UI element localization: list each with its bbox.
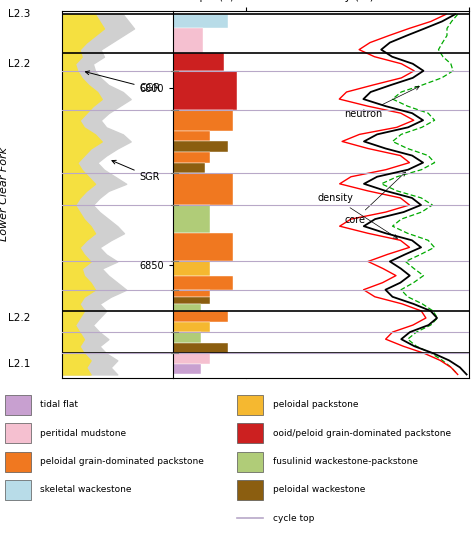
Text: peritidal mudstone: peritidal mudstone — [40, 429, 127, 437]
Bar — [173, 233, 233, 261]
Bar — [173, 304, 201, 311]
Bar — [173, 131, 210, 141]
Bar — [173, 15, 228, 29]
Text: CGR: CGR — [85, 71, 161, 93]
Text: ooid/peloid grain-dominated packstone: ooid/peloid grain-dominated packstone — [273, 429, 451, 437]
Text: Porosity (%): Porosity (%) — [307, 0, 374, 2]
Bar — [173, 364, 201, 374]
Bar — [173, 311, 228, 321]
Text: L2.1: L2.1 — [8, 359, 30, 369]
Text: SGR: SGR — [112, 160, 160, 182]
Bar — [237, 451, 263, 471]
Text: peloidal packstone: peloidal packstone — [273, 400, 358, 409]
Bar — [237, 423, 263, 443]
Bar — [173, 321, 210, 332]
Bar — [237, 395, 263, 415]
Bar — [5, 423, 31, 443]
Text: skeletal wackestone: skeletal wackestone — [40, 485, 132, 495]
Text: cycle top: cycle top — [273, 514, 314, 523]
Bar — [173, 71, 237, 110]
Text: fusulinid wackestone-packstone: fusulinid wackestone-packstone — [273, 457, 418, 466]
Text: GR: GR — [109, 0, 126, 2]
Text: density: density — [318, 193, 397, 238]
Text: L2.2: L2.2 — [8, 59, 30, 69]
Bar — [173, 141, 228, 152]
Text: tidal flat: tidal flat — [40, 400, 78, 409]
Text: neutron: neutron — [345, 86, 419, 119]
Bar — [237, 480, 263, 500]
Bar — [173, 152, 210, 163]
Text: peloidal wackestone: peloidal wackestone — [273, 485, 365, 495]
Bar — [173, 343, 228, 353]
Bar — [173, 205, 210, 233]
Text: core: core — [345, 172, 406, 225]
Bar — [173, 332, 201, 343]
Bar — [173, 261, 210, 275]
Bar — [173, 275, 233, 290]
Bar — [173, 53, 224, 71]
Text: Depth (ft): Depth (ft) — [186, 0, 234, 2]
Text: peloidal grain-dominated packstone: peloidal grain-dominated packstone — [40, 457, 204, 466]
Text: Lower Clear Fork: Lower Clear Fork — [0, 147, 9, 241]
Bar — [173, 110, 233, 131]
Bar — [173, 297, 210, 304]
Text: L2.2: L2.2 — [8, 313, 30, 323]
Bar — [173, 163, 205, 173]
Bar — [5, 451, 31, 471]
Bar — [173, 29, 203, 53]
Bar — [173, 173, 233, 205]
Bar — [173, 15, 214, 29]
Bar — [5, 480, 31, 500]
Bar — [173, 353, 210, 364]
Text: L2.3: L2.3 — [8, 9, 30, 19]
Bar — [173, 290, 210, 297]
Bar — [5, 395, 31, 415]
